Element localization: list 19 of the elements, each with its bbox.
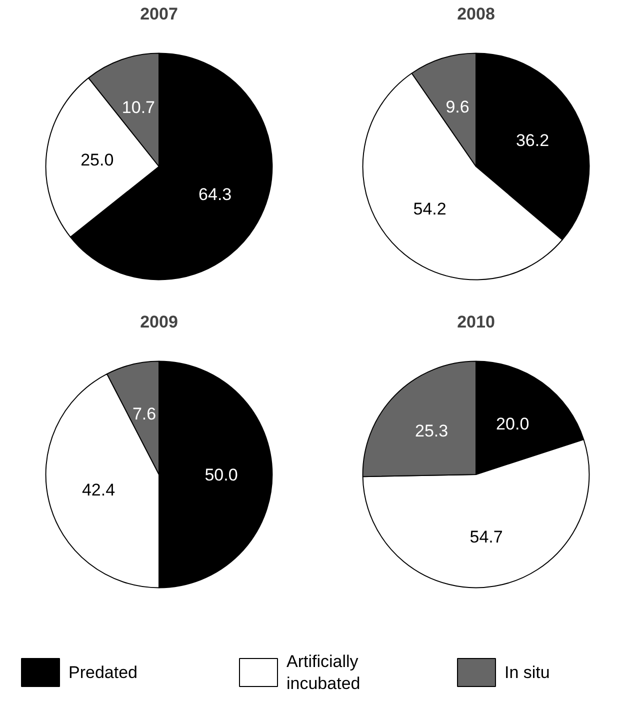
data-label: 54.7 [470,528,503,547]
data-label: 7.6 [132,404,156,424]
data-label: 25.0 [80,150,114,170]
data-label: 10.7 [122,98,156,118]
data-label: 50.0 [204,466,238,484]
chart-title: 2007 [140,4,178,24]
legend-label: Predated [68,663,138,682]
data-label: 54.2 [413,200,446,219]
data-label: 64.3 [198,184,232,204]
data-label: 20.0 [496,414,530,434]
chart-title: 2008 [457,4,495,24]
legend-label: Artificially incubated [286,652,360,693]
data-label: 25.3 [415,421,448,440]
chart-title: 2009 [140,312,178,332]
chart-title: 2010 [457,312,495,332]
legend-label: In situ [504,663,550,682]
data-label: 36.2 [516,131,550,150]
data-label: 42.4 [82,480,116,500]
data-label: 9.6 [446,97,470,116]
